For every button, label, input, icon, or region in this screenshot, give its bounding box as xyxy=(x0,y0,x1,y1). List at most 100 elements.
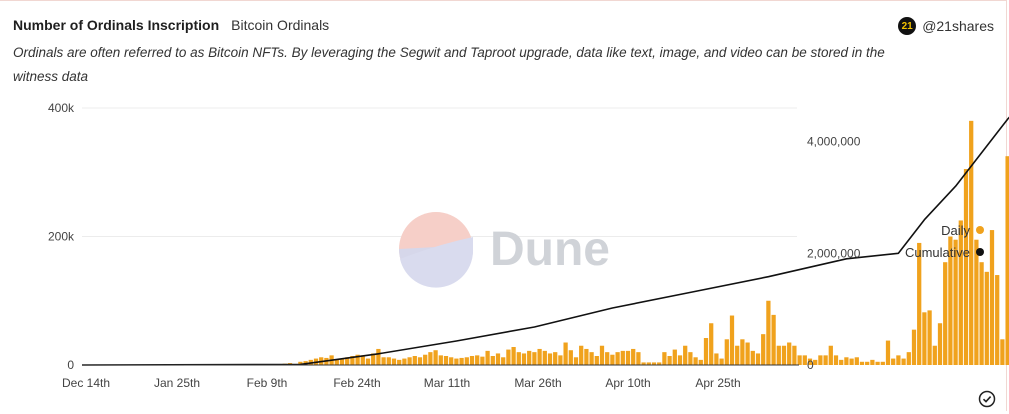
daily-bar xyxy=(625,350,631,365)
daily-bar xyxy=(485,350,490,365)
dune-logo-icon xyxy=(399,212,474,288)
daily-bar xyxy=(506,349,511,365)
daily-bar xyxy=(397,359,402,365)
daily-bar xyxy=(813,359,818,365)
daily-bar xyxy=(891,358,896,365)
daily-bar xyxy=(480,356,485,365)
daily-bar xyxy=(360,355,365,365)
daily-bar xyxy=(579,345,584,365)
daily-bar xyxy=(605,352,610,365)
daily-bar xyxy=(620,350,625,365)
check-circle-icon[interactable] xyxy=(978,390,996,408)
daily-bar xyxy=(412,356,417,365)
daily-bar xyxy=(475,355,480,365)
x-tick-label: Feb 9th xyxy=(247,376,288,390)
daily-bar xyxy=(495,353,501,365)
daily-bar xyxy=(927,310,932,365)
daily-bar xyxy=(823,355,828,365)
daily-bar xyxy=(589,352,594,365)
title-row: Number of Ordinals Inscription Bitcoin O… xyxy=(13,17,329,33)
daily-bar xyxy=(646,362,651,365)
y-left-tick-label: 400k xyxy=(48,101,75,115)
daily-bar xyxy=(417,357,423,365)
daily-bar xyxy=(974,239,979,365)
daily-bar xyxy=(423,354,428,365)
x-tick-label: Mar 26th xyxy=(514,376,561,390)
daily-bar xyxy=(558,355,563,365)
daily-bar xyxy=(870,359,875,365)
daily-bar xyxy=(527,350,532,365)
y-right-ticks: 0 2,000,000 4,000,000 xyxy=(807,135,861,372)
y-left-ticks: 0 200k 400k xyxy=(48,101,75,372)
daily-bar xyxy=(407,357,412,365)
daily-bar xyxy=(376,348,381,365)
daily-bar xyxy=(766,300,771,365)
daily-bar xyxy=(334,359,339,365)
daily-bar xyxy=(339,358,345,365)
legend-label-cumulative: Cumulative xyxy=(904,244,970,260)
y-left-tick-label: 0 xyxy=(67,358,74,372)
daily-bar xyxy=(833,355,839,365)
daily-bar xyxy=(937,323,943,365)
daily-bar xyxy=(641,362,646,365)
daily-bar xyxy=(511,347,516,365)
legend-item-cumulative[interactable]: Cumulative xyxy=(905,241,984,263)
daily-bar xyxy=(365,358,371,365)
daily-bar xyxy=(709,323,714,365)
dune-watermark: Dune xyxy=(399,212,610,288)
x-tick-label: Apr 25th xyxy=(695,376,740,390)
daily-bar xyxy=(875,361,880,365)
daily-bar xyxy=(885,340,891,365)
daily-bar xyxy=(636,352,641,365)
daily-bar xyxy=(350,356,355,365)
daily-bar xyxy=(703,338,709,365)
daily-bar xyxy=(391,358,397,365)
daily-bar xyxy=(677,355,683,365)
daily-bar xyxy=(792,345,797,365)
legend-dot-daily xyxy=(976,226,984,234)
daily-bar xyxy=(693,357,698,365)
daily-bar xyxy=(698,359,703,365)
21shares-logo-icon: 21 xyxy=(898,17,917,35)
x-tick-label: Mar 11th xyxy=(424,376,470,390)
watermark-text: Dune xyxy=(490,223,610,276)
legend-item-daily[interactable]: Daily xyxy=(905,219,984,241)
brand-handle[interactable]: @21shares xyxy=(922,18,994,34)
daily-bar xyxy=(948,236,953,365)
daily-bar xyxy=(787,342,792,365)
x-tick-label: Feb 24th xyxy=(333,376,380,390)
daily-bar xyxy=(490,356,495,365)
daily-bar xyxy=(1005,156,1009,365)
brand[interactable]: 21 @21shares xyxy=(898,17,994,35)
daily-bar xyxy=(381,357,386,365)
daily-bar xyxy=(911,329,917,365)
daily-bar xyxy=(906,352,911,365)
daily-bar xyxy=(573,357,579,365)
daily-bar xyxy=(459,357,464,365)
daily-bar xyxy=(688,352,693,365)
daily-bar xyxy=(771,314,776,365)
daily-bar xyxy=(781,345,787,365)
daily-bar xyxy=(402,358,407,365)
daily-bar xyxy=(745,342,750,365)
daily-bar xyxy=(631,348,636,365)
daily-bar xyxy=(828,345,833,365)
daily-bar xyxy=(901,358,906,365)
daily-bar xyxy=(651,362,657,365)
x-tick-label: Jan 25th xyxy=(154,376,200,390)
daily-bar xyxy=(443,356,449,365)
legend: Daily Cumulative xyxy=(905,219,984,263)
daily-bar xyxy=(563,342,568,365)
daily-bar xyxy=(880,361,885,365)
daily-bar xyxy=(553,352,558,365)
daily-bar xyxy=(449,357,454,365)
daily-bar xyxy=(454,358,459,365)
daily-bar xyxy=(729,315,735,365)
daily-bar xyxy=(464,357,469,365)
y-left-tick-label: 200k xyxy=(48,230,75,244)
x-tick-label: Dec 14th xyxy=(62,376,110,390)
daily-bar xyxy=(532,352,537,365)
daily-bar xyxy=(719,358,724,365)
